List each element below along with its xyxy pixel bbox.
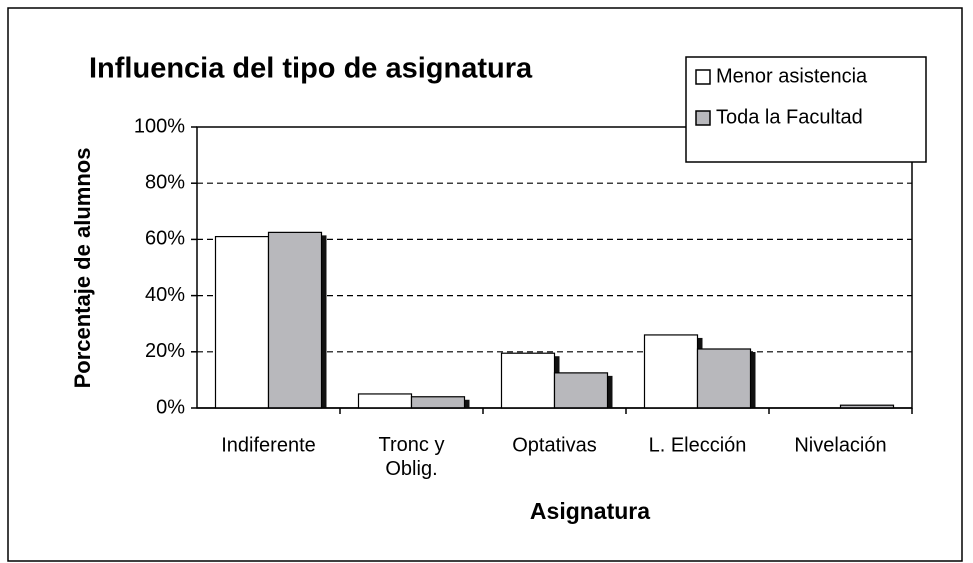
y-tick-label: 40% xyxy=(145,284,185,306)
legend-swatch xyxy=(695,110,711,126)
bar xyxy=(500,352,556,409)
x-axis-title: Asignatura xyxy=(530,498,650,524)
bar xyxy=(267,231,323,409)
x-tick-label: Optativas xyxy=(512,434,596,456)
bar xyxy=(696,348,752,409)
x-tick-label: Indiferente xyxy=(221,434,316,456)
legend-label: Toda la Facultad xyxy=(716,106,863,128)
y-tick-label: 100% xyxy=(134,115,185,137)
x-tick-label: Nivelación xyxy=(794,434,886,456)
y-tick-label: 0% xyxy=(156,396,185,418)
bar xyxy=(410,396,466,409)
y-tick-label: 60% xyxy=(145,228,185,250)
x-tick-label: Tronc y Oblig. xyxy=(379,434,445,480)
y-tick-label: 80% xyxy=(145,171,185,193)
legend-swatch xyxy=(695,69,711,85)
y-tick-label: 20% xyxy=(145,340,185,362)
bar xyxy=(214,235,270,409)
legend-box xyxy=(685,56,927,163)
legend-label: Menor asistencia xyxy=(716,65,868,87)
x-tick-label: L. Elección xyxy=(649,434,747,456)
bar xyxy=(643,334,699,409)
bar xyxy=(553,372,609,409)
bar xyxy=(357,393,413,409)
chart-title: Influencia del tipo de asignatura xyxy=(89,53,533,85)
y-axis-title: Porcentaje de alumnos xyxy=(70,148,95,389)
